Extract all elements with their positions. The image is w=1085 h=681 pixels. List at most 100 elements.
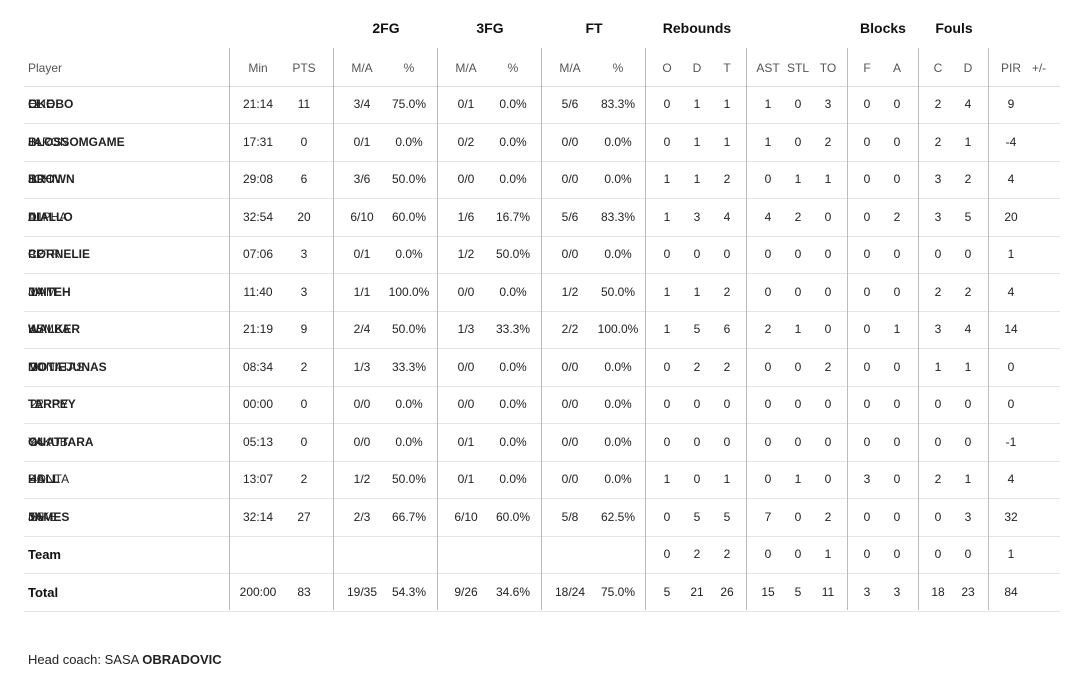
cell-pts: 11 (297, 97, 311, 111)
cell-d: 1 (693, 134, 701, 149)
cell-fd: 23 (961, 584, 975, 599)
player-name[interactable]: 11 ALPHA DIALLO * (28, 199, 73, 239)
cell-t: 4 (723, 209, 731, 224)
player-first-name: KEMBA (28, 322, 71, 336)
cell-fg3-pct: 0.0% (499, 97, 527, 111)
player-row[interactable]: 45 DONTA HALL 13:07 2 1/2 50.0% 0/1 0.0% 0/0 0.0… (24, 461, 1060, 499)
col-pir[interactable]: PIR (1000, 61, 1021, 75)
cell-pts: 0 (300, 434, 308, 449)
col-fouls-c[interactable]: C (933, 61, 943, 75)
player-row[interactable]: 20 DONATAS MOTIEJUNAS * 08:34 2 1/3 33.3% 0/0 0… (24, 349, 1060, 387)
player-row[interactable]: 24 YAKUBA OUATTARA * 05:13 0 0/0 0.0% 0/1 0.0% 0… (24, 424, 1060, 462)
cell-pts: 20 (297, 209, 311, 224)
head-coach-first-name[interactable]: SASA (104, 652, 139, 667)
col-2fg-pct[interactable]: % (403, 61, 415, 75)
col-blocks-f[interactable]: F (863, 61, 871, 75)
player-row[interactable]: 2 ELIE OKOBO 21:14 11 3/4 75.0% 0/1 0.0% 5/6 83.… (24, 86, 1060, 124)
player-row[interactable]: 11 ALPHA DIALLO * 32:54 20 6/10 60.0% 1/6 16.7%… (24, 199, 1060, 237)
cell-d: 2 (693, 359, 701, 374)
player-number: 14 (30, 284, 44, 299)
head-coach-last-name[interactable]: OBRADOVIC (142, 652, 222, 667)
cell-pts: 2 (300, 359, 308, 374)
player-row[interactable]: 12 PETR CORNELIE 07:06 3 0/1 0.0% 1/2 50.0% 0/0… (24, 236, 1060, 274)
cell-stl: 0 (794, 359, 802, 374)
cell-d: 5 (693, 322, 701, 336)
player-row[interactable]: 14 MAM JAITEH 11:40 3 1/1 100.0% 0/0 0.0% 1/2 50… (24, 274, 1060, 312)
col-fouls-d[interactable]: D (963, 61, 973, 75)
cell-fc: 0 (934, 509, 942, 524)
col-stl[interactable]: STL (786, 61, 809, 75)
player-row[interactable]: 4 JARON BLOSSOMGAME 17:31 0 0/1 0.0% 0/2 0.0% 0… (24, 124, 1060, 162)
cell-ba: 0 (893, 172, 901, 186)
cell-d: 21 (690, 584, 704, 599)
cell-to: 0 (824, 247, 832, 261)
player-last-name: HALL (28, 472, 60, 486)
col-3fg-pct[interactable]: % (507, 61, 519, 75)
cell-ft-pct: 83.3% (600, 97, 636, 111)
cell-pts: 27 (297, 509, 311, 524)
cell-min: 08:34 (242, 359, 274, 374)
cell-o: 0 (663, 509, 671, 524)
cell-fc: 3 (934, 322, 942, 336)
player-row[interactable]: 22 TERRY TARPEY 00:00 0 0/0 0.0% 0/0 0.0% 0/0 0.… (24, 386, 1060, 424)
total-row: Total 200:00 83 19/35 54.3% 9/26 34.6% 18/24 75.… (24, 574, 1060, 612)
cell-ast: 1 (764, 134, 772, 149)
col-reb-o[interactable]: O (662, 61, 672, 75)
cell-ba: 0 (893, 547, 901, 561)
col-plus-minus[interactable]: +/- (1031, 61, 1047, 75)
cell-ft-ma: 5/8 (561, 509, 579, 524)
cell-ast: 1 (764, 97, 772, 111)
cell-fg2-pct: 0.0% (395, 397, 423, 411)
cell-to: 0 (824, 322, 832, 336)
player-name[interactable]: 10 JOHN BROWN * (28, 161, 75, 201)
cell-ft-ma: 0/0 (561, 359, 579, 374)
cell-pts: 3 (300, 284, 308, 299)
cell-to: 0 (824, 209, 832, 224)
cell-t: 6 (723, 322, 731, 336)
cell-stl: 2 (794, 209, 802, 224)
cell-min: 200:00 (239, 584, 277, 599)
cell-fg2-ma: 19/35 (346, 584, 378, 599)
col-to[interactable]: TO (819, 61, 837, 75)
cell-fd: 0 (964, 397, 972, 411)
col-min[interactable]: Min (248, 61, 268, 75)
player-number: 45 (30, 472, 44, 486)
cell-pir: 20 (1004, 209, 1018, 224)
cell-fc: 3 (934, 209, 942, 224)
cell-ft-ma: 5/6 (561, 97, 579, 111)
player-row[interactable]: 15 KEMBA WALKER 21:19 9 2/4 50.0% 1/3 33.3% 2/2… (24, 311, 1060, 349)
cell-fg3-ma: 0/0 (457, 172, 475, 186)
col-ast[interactable]: AST (756, 61, 780, 75)
col-2fg-ma[interactable]: M/A (351, 61, 373, 75)
player-row[interactable]: 55 MIKE JAMES * 32:14 27 2/3 66.7% 6/10 60.0% 5/… (24, 499, 1060, 537)
player-name[interactable]: 24 YAKUBA OUATTARA * (28, 424, 94, 464)
col-pts[interactable]: PTS (292, 61, 316, 75)
col-reb-t[interactable]: T (723, 61, 731, 75)
col-blocks-a[interactable]: A (892, 61, 901, 75)
cell-fg3-pct: 0.0% (499, 172, 527, 186)
col-player[interactable]: Player (28, 61, 63, 75)
player-number: 11 (30, 209, 44, 224)
cell-min: 05:13 (242, 434, 274, 449)
cell-to: 2 (824, 134, 832, 149)
col-ft-pct[interactable]: % (612, 61, 624, 75)
col-ft-ma[interactable]: M/A (559, 61, 581, 75)
player-last-name: DIALLO (28, 209, 73, 224)
player-name[interactable]: 55 MIKE JAMES * (28, 499, 69, 539)
player-name[interactable]: 20 DONATAS MOTIEJUNAS * (28, 349, 107, 389)
cell-pir: 14 (1004, 322, 1018, 336)
cell-fd: 2 (964, 284, 972, 299)
divider (645, 48, 646, 610)
col-reb-d[interactable]: D (692, 61, 702, 75)
player-row[interactable]: 10 JOHN BROWN * 29:08 6 3/6 50.0% 0/0 0.0% 0/0 0.… (24, 161, 1060, 199)
cell-fg2-ma: 0/1 (353, 247, 371, 261)
cell-fd: 1 (964, 134, 972, 149)
cell-pir: 0 (1007, 359, 1015, 374)
cell-o: 1 (663, 284, 671, 299)
group-ft: FT (585, 20, 603, 36)
cell-fg2-ma: 0/0 (353, 434, 371, 449)
cell-t: 1 (723, 97, 731, 111)
cell-o: 0 (663, 547, 671, 561)
cell-t: 2 (723, 359, 731, 374)
col-3fg-ma[interactable]: M/A (455, 61, 477, 75)
